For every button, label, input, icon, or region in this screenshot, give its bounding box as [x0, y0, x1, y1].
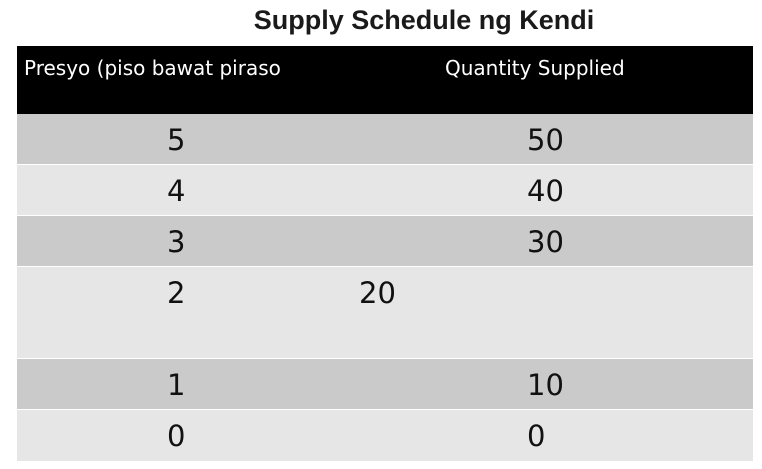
table-row: 4 40 — [17, 165, 753, 216]
quantity-cell: 20 — [359, 276, 396, 310]
table-row: 5 50 — [17, 114, 753, 165]
header-price: Presyo (piso bawat piraso — [24, 56, 281, 80]
table-row: 3 30 — [17, 216, 753, 267]
header-quantity: Quantity Supplied — [445, 56, 625, 80]
price-cell: 5 — [167, 123, 186, 157]
quantity-cell: 0 — [527, 419, 546, 453]
price-cell: 2 — [167, 276, 186, 310]
price-cell: 0 — [167, 419, 186, 453]
table-row: 0 0 — [17, 410, 753, 461]
page-title: Supply Schedule ng Kendi — [253, 5, 595, 35]
price-cell: 1 — [167, 368, 186, 402]
quantity-cell: 50 — [527, 123, 564, 157]
quantity-cell: 40 — [527, 174, 564, 208]
price-cell: 4 — [167, 174, 186, 208]
quantity-cell: 10 — [527, 368, 564, 402]
quantity-cell: 30 — [527, 225, 564, 259]
table-row: 1 10 — [17, 359, 753, 410]
supply-schedule-table: Presyo (piso bawat piraso Quantity Suppl… — [17, 46, 753, 461]
table-header: Presyo (piso bawat piraso Quantity Suppl… — [17, 46, 753, 114]
price-cell: 3 — [167, 225, 186, 259]
table-row: 2 20 — [17, 267, 753, 359]
